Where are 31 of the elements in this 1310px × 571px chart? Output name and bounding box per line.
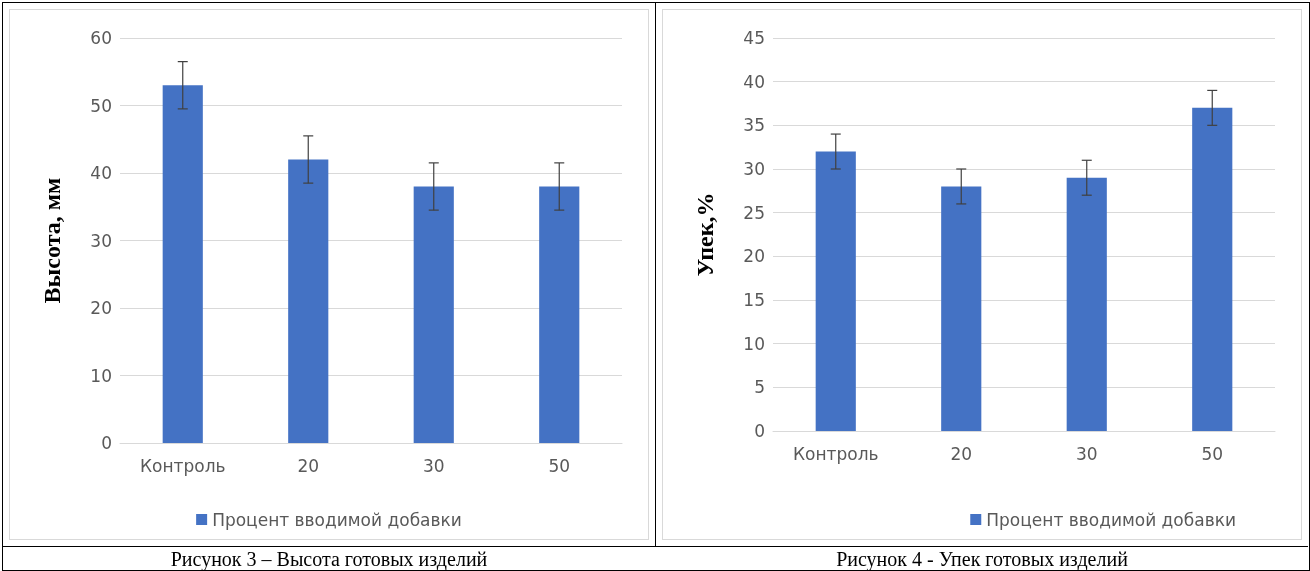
y-tick-label: 20 bbox=[743, 246, 765, 267]
y-axis-title: Высота, мм bbox=[39, 177, 65, 304]
text: Рисунок 4 - Упек готовых изделий bbox=[835, 547, 1129, 571]
y-tick-label: 10 bbox=[90, 365, 112, 386]
text: Рисунок 3 – Высота готовых изделий bbox=[169, 547, 489, 571]
y-tick-label: 50 bbox=[90, 95, 112, 116]
y-tick-label: 15 bbox=[743, 290, 765, 310]
x-tick-label: Контроль bbox=[792, 443, 879, 464]
y-tick-label: 40 bbox=[90, 163, 112, 183]
y-tick-label: 25 bbox=[743, 202, 765, 223]
x-tick-label: 20 bbox=[297, 455, 320, 476]
y-axis-title: Упек,% bbox=[692, 192, 718, 277]
y-tick-label: 35 bbox=[743, 115, 765, 136]
x-tick-label: Контроль bbox=[139, 455, 226, 476]
y-tick-label: 0 bbox=[101, 433, 112, 453]
y-tick-label: 5 bbox=[754, 377, 765, 398]
x-tick-label: 20 bbox=[950, 443, 973, 464]
y-tick-label: 0 bbox=[754, 421, 765, 441]
x-tick-label: 30 bbox=[422, 455, 445, 476]
y-tick-label: 10 bbox=[743, 333, 765, 354]
y-tick-label: 60 bbox=[90, 28, 112, 48]
legend-label: Процент вводимой добавки bbox=[212, 509, 462, 530]
y-tick-label: 30 bbox=[743, 159, 765, 179]
y-tick-label: 45 bbox=[743, 28, 765, 48]
legend-label: Процент вводимой добавки bbox=[986, 509, 1237, 530]
x-tick-label: 50 bbox=[1201, 443, 1224, 464]
y-tick-label: 40 bbox=[743, 71, 765, 92]
x-tick-label: 30 bbox=[1075, 443, 1098, 464]
y-tick-label: 20 bbox=[90, 298, 112, 318]
x-tick-label: 50 bbox=[548, 455, 571, 476]
y-tick-label: 30 bbox=[90, 230, 112, 251]
